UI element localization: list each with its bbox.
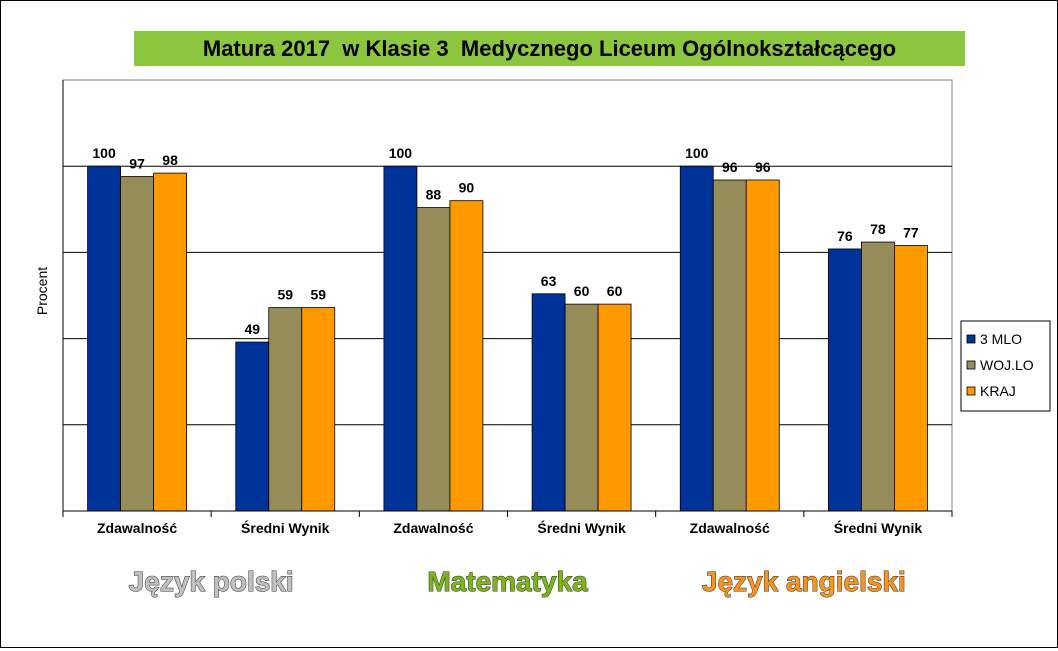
data-label: 100 (389, 145, 413, 161)
data-label: 49 (244, 321, 260, 337)
bar (153, 172, 187, 512)
data-label: 60 (607, 283, 623, 299)
bar (268, 307, 303, 512)
bar (531, 293, 566, 512)
legend-swatch (966, 386, 976, 396)
data-label: 59 (277, 287, 293, 303)
bar (861, 241, 895, 512)
legend-swatch (966, 360, 976, 370)
data-label: 100 (92, 145, 116, 161)
data-label: 90 (459, 180, 475, 196)
x-tick-label: Średni Wynik (241, 519, 330, 536)
data-label: 88 (426, 187, 442, 203)
bar (120, 176, 154, 512)
bar (679, 165, 714, 512)
y-axis-label: Procent (34, 267, 50, 315)
group-label: Język polski (129, 566, 294, 597)
group-label: Język angielski (702, 566, 906, 597)
data-label: 97 (129, 156, 145, 172)
legend-label: 3 MLO (980, 331, 1022, 347)
data-label: 98 (162, 152, 178, 168)
bar (745, 179, 780, 512)
group-labels: Język polski Matematyka Język angielski (128, 566, 906, 598)
bar (301, 307, 336, 512)
data-label: 76 (837, 228, 853, 244)
data-label: 78 (870, 221, 886, 237)
bar (712, 179, 747, 512)
data-labels: 100 97 98 49 59 59 100 88 90 63 60 60 100 96 96 76 78 77 (92, 145, 919, 337)
bar (597, 303, 632, 512)
data-label: 96 (755, 159, 771, 175)
legend-box (960, 320, 1051, 412)
data-label: 100 (685, 145, 709, 161)
legend-swatch (966, 334, 976, 344)
data-label: 96 (722, 159, 738, 175)
data-label: 77 (903, 225, 919, 241)
x-tick-label: Średni Wynik (537, 519, 626, 536)
bar (416, 207, 451, 512)
bar (449, 200, 484, 512)
x-tick-label: Zdawalność (393, 520, 473, 536)
bar (383, 165, 418, 512)
x-axis: Zdawalność Średni Wynik Zdawalność Średni W… (62, 80, 953, 536)
legend-label: WOJ.LO (980, 357, 1034, 373)
bars (87, 165, 928, 512)
legend: 3 MLO WOJ.LO KRAJ (960, 320, 1051, 412)
bar (564, 303, 599, 512)
x-tick-label: Zdawalność (690, 520, 770, 536)
plot-area (62, 79, 953, 512)
bar (894, 245, 928, 512)
x-tick-label: Średni Wynik (834, 519, 923, 536)
legend-label: KRAJ (980, 383, 1016, 399)
group-label: Matematyka (427, 566, 588, 597)
bar (235, 341, 270, 512)
data-label: 63 (541, 273, 557, 289)
bar (87, 165, 121, 512)
data-label: 59 (310, 287, 326, 303)
x-tick-label: Zdawalność (97, 520, 177, 536)
gridlines (62, 79, 953, 512)
bar (828, 248, 862, 512)
chart-title: Matura 2017 w Klasie 3 Medycznego Liceum… (134, 31, 965, 66)
data-label: 60 (574, 283, 590, 299)
